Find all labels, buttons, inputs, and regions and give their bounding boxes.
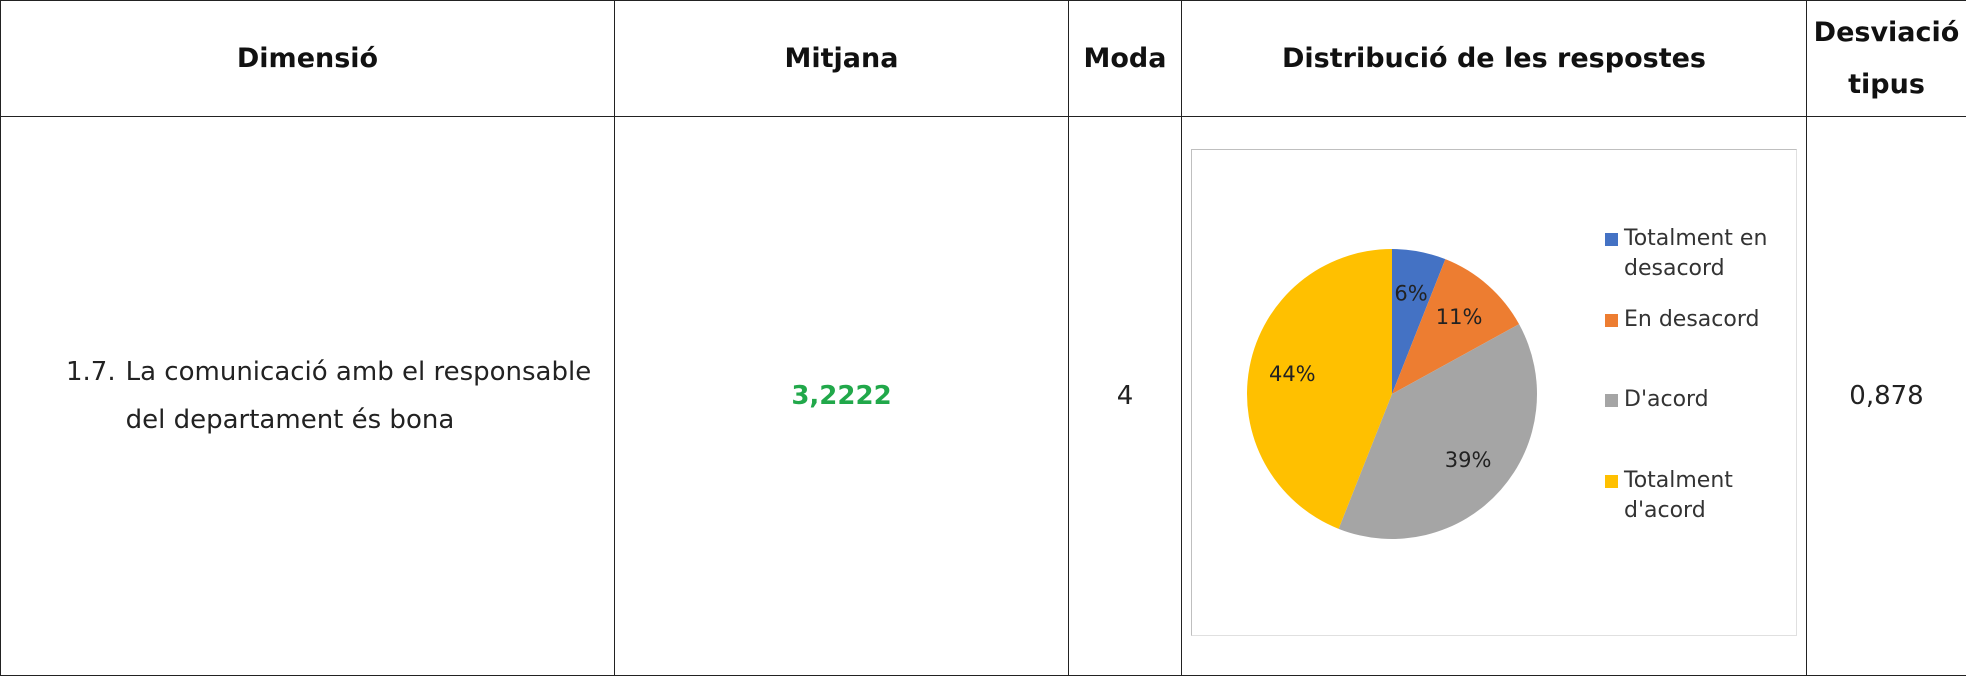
pie-svg: 6% 11% 39% 44% [1247,248,1537,539]
legend-swatch [1605,394,1618,407]
legend-label: Totalment d'acord [1624,468,1733,523]
header: Distribució de les respostes [1181,0,1807,117]
mode-cell: 4 [1068,116,1182,676]
pie-slice [1392,259,1520,394]
item-number: 1.7. [66,357,116,387]
pie-slice [1338,324,1537,539]
legend-item: D'acord [1605,385,1775,415]
pie-slice [1392,249,1446,394]
pie-chart: 6% 11% 39% 44% Totalment en desacord En desa… [1191,149,1797,636]
header: Mitjana [614,0,1069,117]
pie-slice [1247,248,1392,529]
dimension-cell: 1.7. La comunicació amb el responsable de… [0,116,615,676]
legend-item: Totalment en desacord [1605,224,1775,284]
item-text: La comunicació amb el responsable del de… [125,357,592,435]
header-row: Dimensió Mitjana Moda Distribució de les… [0,0,1966,117]
legend-swatch [1605,233,1618,246]
header: Dimensió [0,0,615,117]
legend-label: D'acord [1624,387,1709,412]
legend-label: Totalment en desacord [1624,226,1768,281]
data-label: 11% [1436,305,1483,329]
std-cell: 0,878 [1806,116,1966,676]
legend-item: Totalment d'acord [1605,466,1775,526]
data-label: 6% [1394,281,1427,305]
legend-swatch [1605,314,1618,327]
legend-swatch [1605,475,1618,488]
header: Desviació tipus [1806,0,1966,117]
legend-item: En desacord [1605,305,1775,335]
mean-cell: 3,2222 [614,116,1069,676]
data-label: 39% [1445,448,1492,472]
header: Moda [1068,0,1182,117]
data-label: 44% [1269,362,1316,386]
legend-label: En desacord [1624,307,1760,332]
